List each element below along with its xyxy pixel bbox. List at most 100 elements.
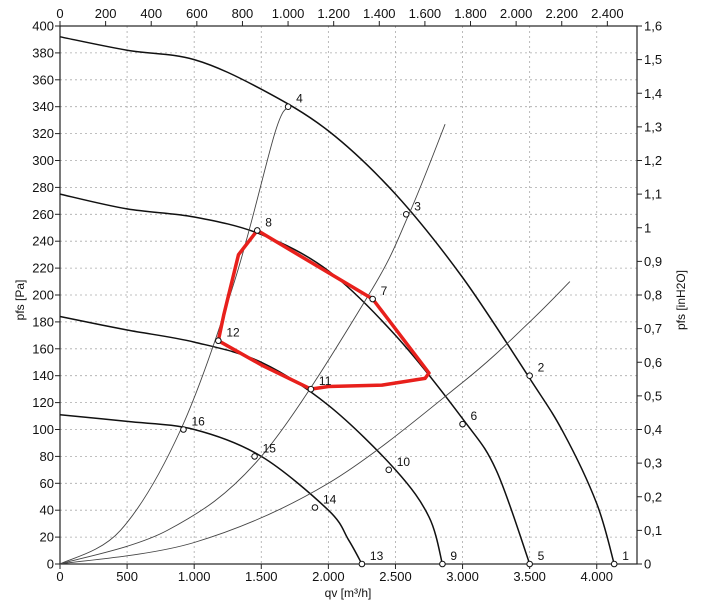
bottom-tick-label: 1.500 <box>245 569 278 584</box>
operating-point-label: 14 <box>323 493 337 507</box>
operating-point <box>526 372 533 380</box>
fan-curve-1 <box>59 36 615 565</box>
top-tick-label: 2.400 <box>591 6 624 21</box>
bottom-tick-label: 4.000 <box>580 569 613 584</box>
top-tick-label: 1.200 <box>317 6 350 21</box>
right-tick-label: 0 <box>644 557 651 572</box>
left-tick-label: 120 <box>32 395 54 410</box>
right-tick-label: 1 <box>644 220 651 235</box>
operating-point-label: 12 <box>226 326 240 340</box>
operating-point <box>358 560 366 568</box>
fan-curves <box>59 36 615 565</box>
operating-point-label: 3 <box>414 199 421 213</box>
top-tick-label: 800 <box>232 6 254 21</box>
left-tick-label: 360 <box>32 72 54 87</box>
right-tick-label: 0,6 <box>644 355 662 370</box>
left-tick-label: 40 <box>40 503 54 518</box>
system-curve-1 <box>59 106 289 565</box>
operating-point-label: 15 <box>263 441 277 455</box>
left-tick-label: 180 <box>32 314 54 329</box>
bottom-tick-label: 0 <box>56 569 63 584</box>
left-tick-label: 320 <box>32 126 54 141</box>
right-tick-label: 1,1 <box>644 187 662 202</box>
right-tick-label: 0,2 <box>644 489 662 504</box>
left-tick-label: 140 <box>32 368 54 383</box>
left-tick-label: 260 <box>32 207 54 222</box>
operating-point <box>526 560 533 568</box>
right-tick-label: 1,2 <box>644 153 662 168</box>
grid <box>59 25 637 565</box>
top-tick-label: 0 <box>56 6 63 21</box>
plot-border <box>59 25 638 565</box>
left-tick-label: 240 <box>32 234 54 249</box>
bottom-tick-label: 2.500 <box>379 569 412 584</box>
top-tick-label: 400 <box>140 6 162 21</box>
right-tick-label: 1,5 <box>644 52 662 67</box>
left-tick-label: 0 <box>47 557 54 572</box>
top-tick-label: 1.000 <box>272 6 305 21</box>
right-tick-label: 1,3 <box>644 119 662 134</box>
operating-point-label: 1 <box>622 549 629 563</box>
operating-point <box>284 103 292 110</box>
plot-frame <box>55 21 642 569</box>
top-tick-label: 200 <box>95 6 117 21</box>
left-tick-label: 100 <box>32 422 54 437</box>
left-tick-label: 340 <box>32 99 54 114</box>
red-annotation-outline <box>216 228 431 391</box>
left-tick-label: 80 <box>40 449 54 464</box>
operating-point-label: 5 <box>538 549 545 563</box>
top-tick-label: 2.200 <box>545 6 578 21</box>
y-axis-label-left: pfs [Pa] <box>13 280 27 321</box>
operating-point-label: 6 <box>471 409 478 423</box>
fan-curve-2 <box>59 193 531 565</box>
operating-point-label: 11 <box>319 374 332 388</box>
top-tick-label: 600 <box>186 6 208 21</box>
left-tick-label: 220 <box>32 261 54 276</box>
left-tick-label: 160 <box>32 341 54 356</box>
operating-point <box>459 420 466 428</box>
top-tick-label: 1.800 <box>454 6 487 21</box>
operating-point-label: 13 <box>370 549 384 563</box>
left-tick-label: 280 <box>32 180 54 195</box>
right-tick-label: 0,7 <box>644 321 662 336</box>
bottom-tick-label: 3.500 <box>513 569 546 584</box>
operating-point <box>307 385 315 393</box>
operating-point <box>180 426 187 433</box>
right-tick-label: 0,4 <box>644 422 662 437</box>
top-tick-label: 1.400 <box>363 6 396 21</box>
red-annotation <box>216 228 431 391</box>
operating-point-label: 9 <box>450 549 457 563</box>
operating-point <box>253 227 261 234</box>
right-tick-label: 0,9 <box>644 254 662 269</box>
left-tick-label: 200 <box>32 288 54 303</box>
x-axis-label: qv [m³/h] <box>325 586 372 600</box>
operating-point <box>385 466 393 474</box>
tick-labels: 0204060801001201401601802002202402602803… <box>32 6 662 584</box>
operating-point <box>369 295 376 303</box>
left-tick-label: 20 <box>40 530 54 545</box>
system-curve-2 <box>59 124 446 565</box>
operating-point-label: 7 <box>381 284 388 298</box>
operating-point-label: 16 <box>191 415 205 429</box>
y-axis-label-right: pfs [inH2O] <box>674 270 688 330</box>
operating-point <box>251 453 258 460</box>
right-tick-label: 1,6 <box>644 19 662 34</box>
operating-point <box>402 211 410 218</box>
operating-point <box>215 337 222 345</box>
operating-point <box>311 504 319 511</box>
fan-curve-4 <box>59 413 363 565</box>
operating-point-label: 10 <box>397 455 411 469</box>
fan-curve-3 <box>59 315 444 565</box>
system-curves <box>59 106 571 565</box>
operating-point <box>439 560 446 568</box>
right-tick-label: 0,5 <box>644 388 662 403</box>
right-tick-label: 0,3 <box>644 456 662 471</box>
left-tick-label: 60 <box>40 476 54 491</box>
operating-point-label: 8 <box>265 215 272 229</box>
operating-point <box>610 560 618 568</box>
right-tick-label: 0,1 <box>644 523 662 538</box>
operating-point-label: 4 <box>296 92 303 106</box>
system-curve-3 <box>59 281 571 565</box>
operating-point-label: 2 <box>538 361 545 375</box>
